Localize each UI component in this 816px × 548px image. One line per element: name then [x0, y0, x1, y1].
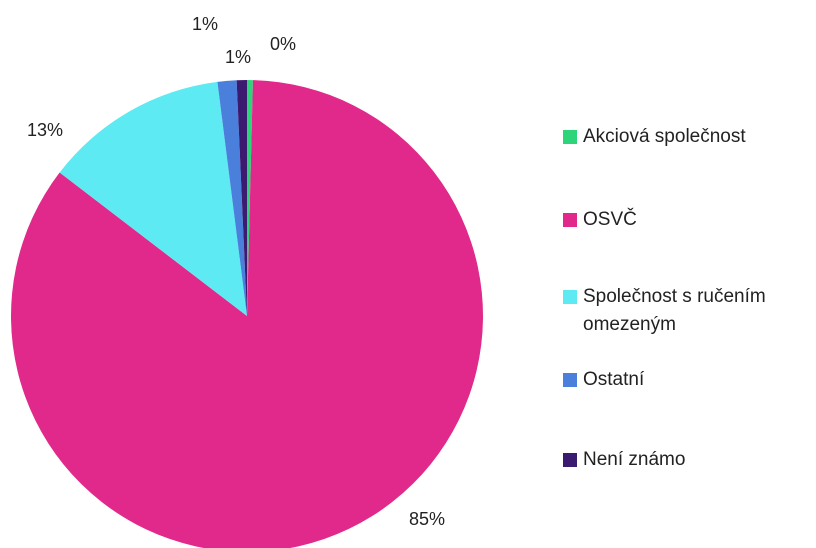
- data-label: 1%: [192, 14, 218, 34]
- legend-swatch: [563, 373, 577, 387]
- legend-swatch: [563, 213, 577, 227]
- legend-label: Není známo: [583, 449, 686, 470]
- data-label: 1%: [225, 47, 251, 67]
- legend-item: OSVČ: [563, 206, 813, 234]
- legend-item: Společnost s ručením omezeným: [563, 283, 813, 339]
- legend-label: Ostatní: [583, 369, 645, 390]
- legend-item: Akciová společnost: [563, 123, 813, 151]
- pie-slice: [236, 80, 247, 316]
- legend-item: Není známo: [563, 446, 813, 474]
- pie-slice: [247, 80, 253, 316]
- data-label: 0%: [270, 34, 296, 54]
- data-label: 13%: [27, 120, 63, 140]
- legend-label: Společnost s ručením omezeným: [583, 286, 766, 335]
- legend-label: OSVČ: [583, 209, 637, 230]
- legend-swatch: [563, 453, 577, 467]
- legend-swatch: [563, 130, 577, 144]
- pie-slice: [11, 80, 483, 548]
- legend-item: Ostatní: [563, 366, 813, 394]
- legend-label: Akciová společnost: [583, 126, 746, 147]
- pie-slice: [217, 80, 247, 316]
- data-label: 85%: [409, 509, 445, 529]
- pie-slice: [59, 81, 247, 316]
- legend-swatch: [563, 290, 577, 304]
